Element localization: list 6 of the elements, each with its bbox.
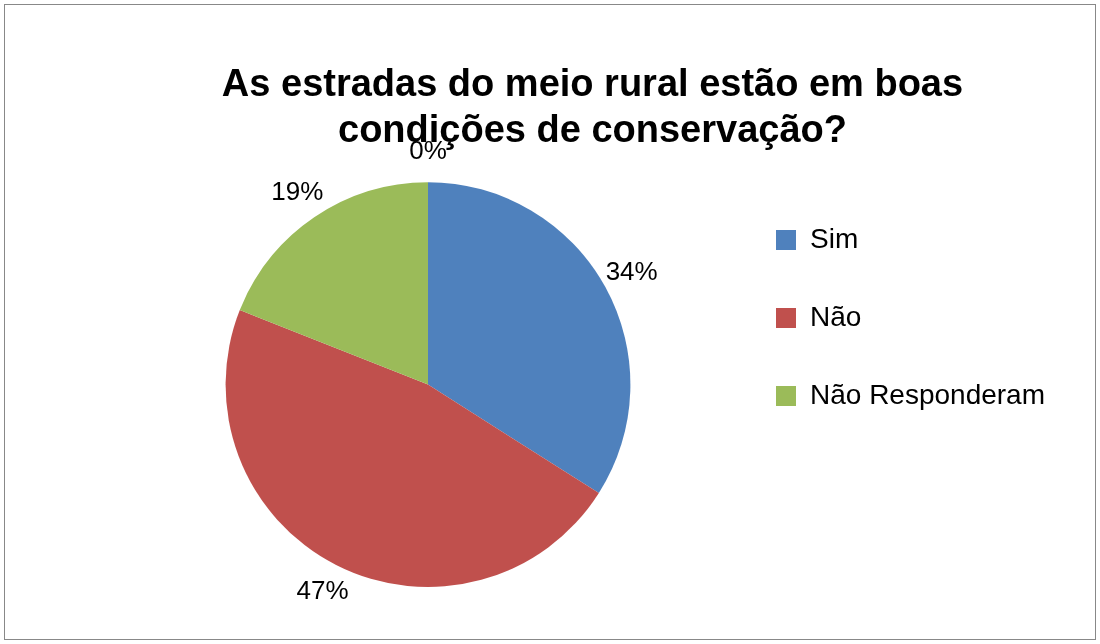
legend-label: Não Responderam [809,378,1046,410]
data-label: 19% [271,175,324,206]
data-label: 47% [296,574,349,605]
legend-label: Não [809,300,862,332]
data-label: 34% [605,255,658,286]
legend-label: Sim [809,222,859,254]
